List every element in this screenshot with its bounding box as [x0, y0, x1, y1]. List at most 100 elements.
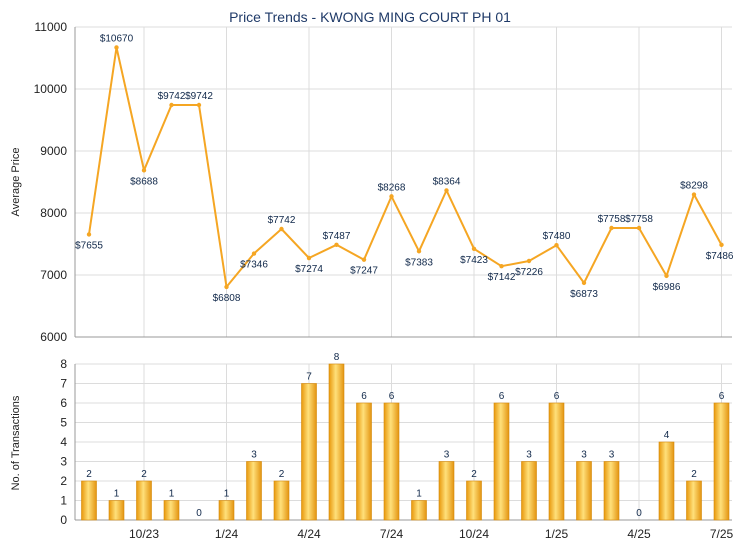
bottom-y-tick-label: 5	[60, 416, 67, 430]
price-point	[361, 257, 367, 262]
price-data-label: $7423	[460, 255, 488, 266]
price-data-label: $7486	[706, 251, 734, 262]
top-y-tick-label: 10000	[34, 82, 68, 96]
price-data-label: $9742	[158, 91, 186, 102]
x-tick-label: 10/24	[459, 527, 489, 541]
bar-data-label: 2	[691, 469, 697, 480]
price-data-label: $7480	[543, 231, 571, 242]
price-data-label: $8298	[680, 181, 708, 192]
price-point	[444, 188, 449, 193]
price-point	[691, 192, 697, 197]
price-point	[141, 168, 147, 173]
transaction-bar	[603, 461, 620, 521]
price-point	[169, 102, 174, 108]
bar-data-label: 1	[114, 489, 120, 500]
price-data-label: $7758	[625, 214, 653, 225]
transaction-bar	[411, 500, 427, 521]
transaction-bar	[383, 402, 400, 521]
transaction-bar	[356, 402, 372, 521]
top-y-tick-label: 6000	[40, 330, 67, 344]
price-data-label: $7383	[405, 257, 433, 268]
price-point	[664, 273, 669, 279]
price-series-line	[88, 46, 723, 288]
bottom-y-tick-label: 1	[60, 494, 67, 508]
top-y-axis-label: Average Price	[10, 148, 22, 217]
price-point	[334, 242, 339, 248]
bar-data-label: 2	[141, 469, 147, 480]
bar-data-label: 0	[636, 508, 642, 519]
bar-data-label: 6	[499, 391, 505, 402]
x-tick-label: 7/24	[380, 527, 404, 541]
price-point	[499, 263, 504, 269]
price-data-label: $7758	[598, 214, 626, 225]
price-data-label: $7742	[268, 215, 296, 226]
transaction-bar	[686, 480, 702, 521]
price-data-label: $7142	[488, 272, 516, 283]
transaction-bar	[548, 402, 565, 521]
x-tick-label: 1/25	[545, 527, 569, 541]
price-point	[581, 280, 587, 286]
transaction-bar	[521, 461, 537, 521]
bar-data-label: 3	[581, 450, 587, 461]
transaction-bar	[658, 441, 675, 521]
bar-data-label: 7	[306, 372, 312, 383]
top-y-tick-label: 11000	[35, 20, 68, 34]
price-data-label: $9742	[185, 91, 213, 102]
bottom-y-tick-label: 2	[60, 474, 67, 488]
bar-data-label: 0	[196, 508, 202, 519]
price-data-label: $7274	[295, 264, 323, 275]
bar-data-label: 3	[526, 450, 532, 461]
chart-title: Price Trends - KWONG MING COURT PH 01	[229, 9, 511, 25]
bar-data-label: 6	[361, 391, 367, 402]
price-point	[554, 243, 559, 248]
x-tick-label: 10/23	[129, 527, 159, 541]
price-line-panel: 6000 7000 8000 9000 10000 11000 $7655 $10670 $86…	[34, 20, 734, 344]
transaction-bar	[273, 480, 290, 521]
bar-data-label: 6	[719, 391, 725, 402]
price-data-label: $8268	[378, 182, 406, 193]
x-tick-label: 4/25	[627, 527, 651, 541]
bottom-y-tick-label: 8	[60, 357, 67, 371]
price-point	[719, 242, 724, 248]
bottom-y-axis-label: No. of Transactions	[10, 395, 22, 490]
top-y-tick-label: 9000	[40, 144, 67, 158]
transaction-bar	[81, 480, 97, 521]
transaction-bar	[163, 500, 180, 521]
price-data-label: $7487	[323, 231, 351, 242]
price-point	[609, 225, 614, 231]
bar-data-label: 3	[251, 450, 257, 461]
bottom-y-tick-label: 6	[60, 396, 67, 410]
price-point	[471, 246, 477, 251]
price-data-label: $6986	[653, 282, 681, 293]
x-tick-label: 1/24	[215, 527, 239, 541]
top-y-tick-label: 8000	[40, 206, 67, 220]
price-data-label: $6808	[213, 293, 241, 304]
bar-data-label: 2	[86, 469, 92, 480]
price-point	[114, 45, 119, 50]
transactions-bar-panel: 10/23 1/24 4/24 7/24 10/24 1/25 4/25 7/25 0 1 2 3 4 5…	[60, 352, 733, 541]
bottom-y-tick-label: 3	[60, 455, 67, 469]
top-y-tick-label: 7000	[40, 268, 67, 282]
bar-data-label: 6	[554, 391, 560, 402]
price-data-label: $8364	[433, 176, 461, 187]
price-point	[86, 232, 92, 237]
price-data-label: $8688	[130, 176, 158, 187]
transaction-bar	[246, 461, 262, 521]
bottom-y-tick-label: 4	[60, 435, 67, 449]
bar-data-label: 8	[334, 352, 340, 363]
x-tick-label: 7/25	[710, 527, 734, 541]
bottom-y-tick-label: 7	[60, 377, 67, 391]
transaction-bar	[108, 500, 125, 521]
transaction-bar	[466, 480, 482, 521]
transaction-bar	[438, 461, 455, 521]
transaction-bar	[218, 500, 235, 521]
bar-data-label: 3	[444, 450, 450, 461]
price-point	[224, 284, 229, 290]
price-point	[279, 226, 284, 232]
price-data-label: $7226	[515, 267, 543, 278]
bar-data-label: 3	[609, 450, 615, 461]
transaction-bar	[576, 461, 592, 521]
price-data-label: $7655	[75, 240, 103, 251]
price-data-label: $7346	[240, 260, 268, 271]
price-data-label: $6873	[570, 289, 598, 300]
